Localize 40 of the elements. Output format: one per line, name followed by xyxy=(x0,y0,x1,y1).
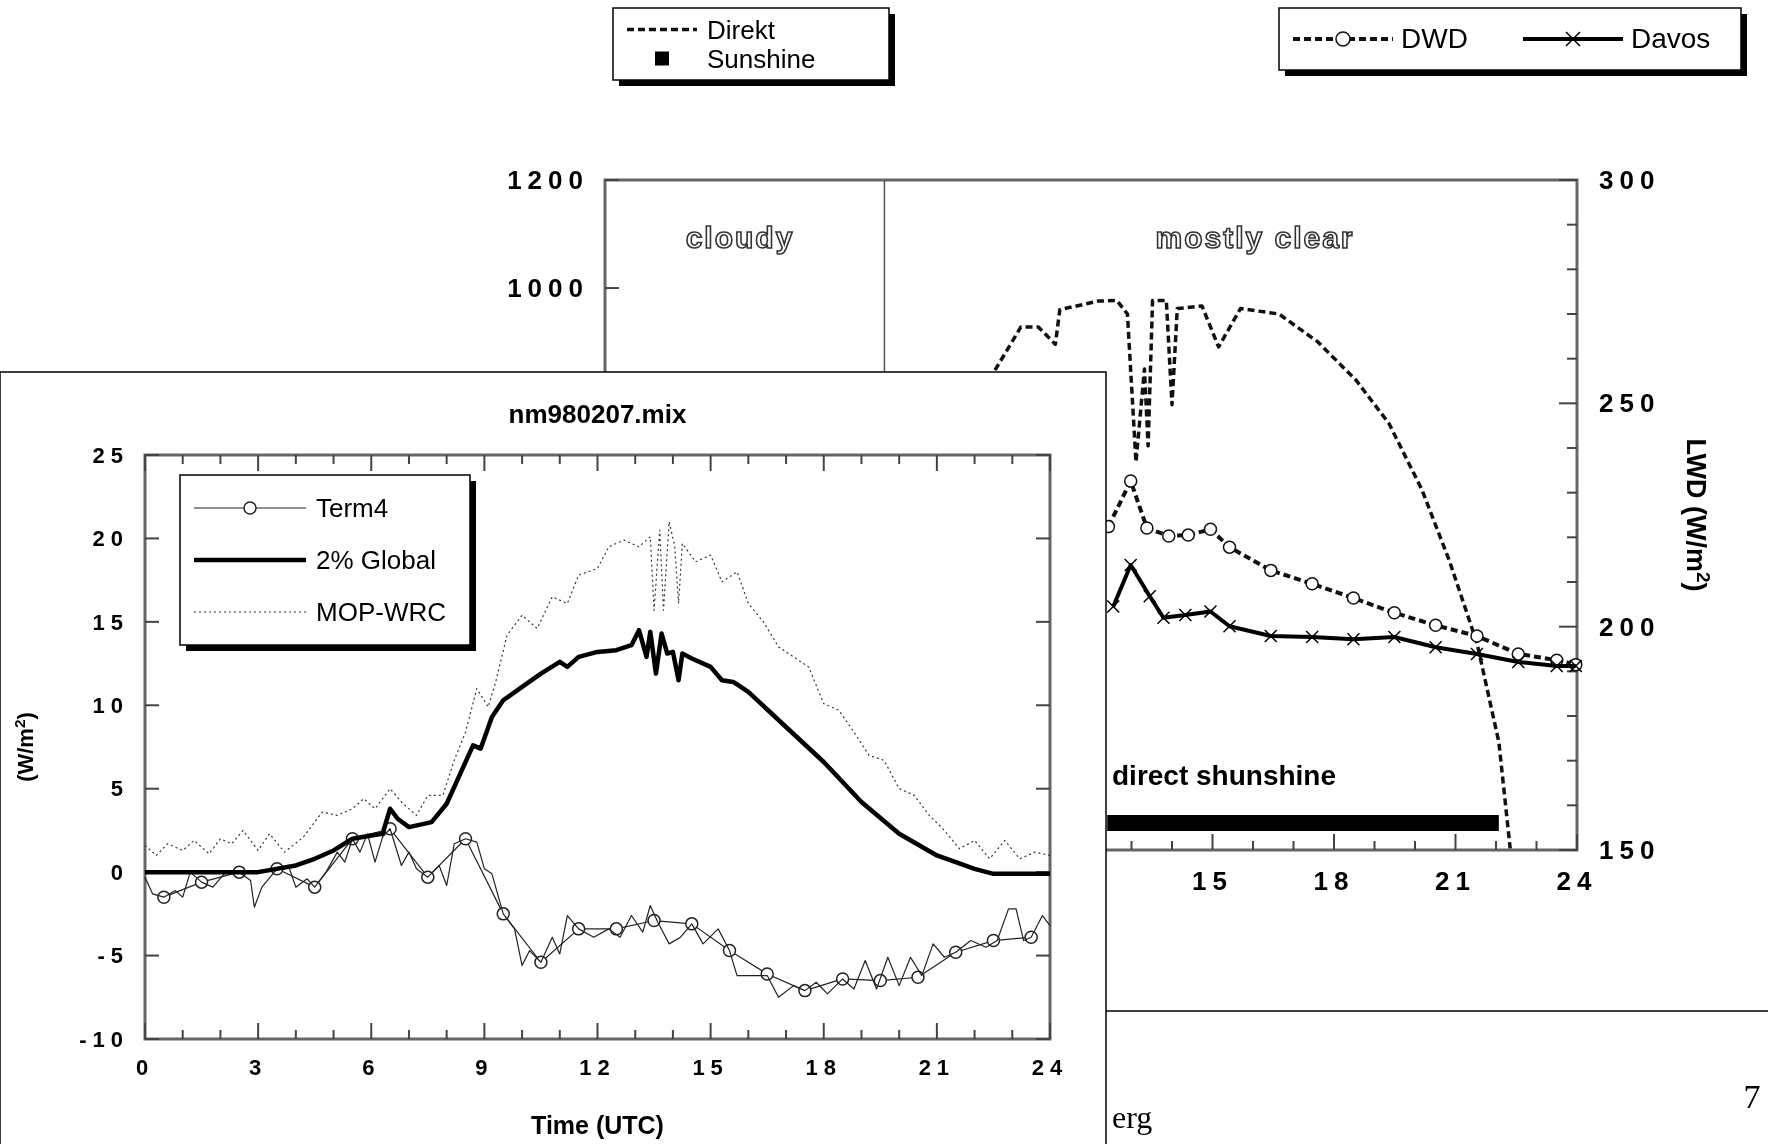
x-tick-label: 3 xyxy=(249,1055,268,1080)
annotation: mostly clear xyxy=(1155,221,1355,254)
x-tick-label: 6 xyxy=(362,1055,381,1080)
legend-label: MOP-WRC xyxy=(316,597,446,628)
y-tick-label: 25 xyxy=(92,442,129,468)
text: erg xyxy=(1112,1099,1153,1135)
legend-label: 2% Global xyxy=(316,545,436,576)
y2-tick-label: 200 xyxy=(1599,611,1661,642)
legend-label: Sunshine xyxy=(707,43,816,74)
y2-tick-label: 300 xyxy=(1599,165,1661,196)
y-tick-label: -5 xyxy=(97,943,129,969)
x-tick-label: 24 xyxy=(1556,866,1598,896)
annotation: direct shunshine xyxy=(1112,760,1337,791)
x-tick-label: 18 xyxy=(805,1055,842,1080)
x-tick-label: 24 xyxy=(1031,1055,1069,1080)
legend-label: Direkt xyxy=(707,14,776,45)
x-tick-label: 0 xyxy=(135,1055,155,1080)
x-axis-title: Time (UTC) xyxy=(531,1111,664,1139)
y2-tick-label: 250 xyxy=(1599,388,1661,419)
y-tick-label: -10 xyxy=(79,1026,129,1052)
legend-label: Term4 xyxy=(316,493,389,524)
chart-title: nm980207.mix xyxy=(508,399,687,429)
legend-label: Davos xyxy=(1631,23,1711,54)
y-tick-label: 5 xyxy=(110,776,129,802)
x-tick-label: 18 xyxy=(1313,866,1355,896)
y-tick-label: 1200 xyxy=(507,165,589,196)
y-tick-label: 15 xyxy=(92,609,129,635)
y-tick-label: 20 xyxy=(92,526,129,552)
annotation: cloudy xyxy=(685,221,795,254)
x-tick-label: 12 xyxy=(579,1055,616,1080)
x-tick-label: 15 xyxy=(692,1055,729,1080)
x-tick-label: 15 xyxy=(1192,866,1233,896)
x-tick-label: 21 xyxy=(918,1055,956,1080)
x-tick-label: 21 xyxy=(1435,866,1476,896)
text: 7 xyxy=(1743,1078,1761,1115)
x-tick-label: 9 xyxy=(475,1055,494,1080)
legend-label: DWD xyxy=(1401,23,1468,54)
y2-tick-label: 150 xyxy=(1599,835,1661,866)
y-tick-label: 1000 xyxy=(507,273,589,304)
y-tick-label: 10 xyxy=(92,692,129,718)
